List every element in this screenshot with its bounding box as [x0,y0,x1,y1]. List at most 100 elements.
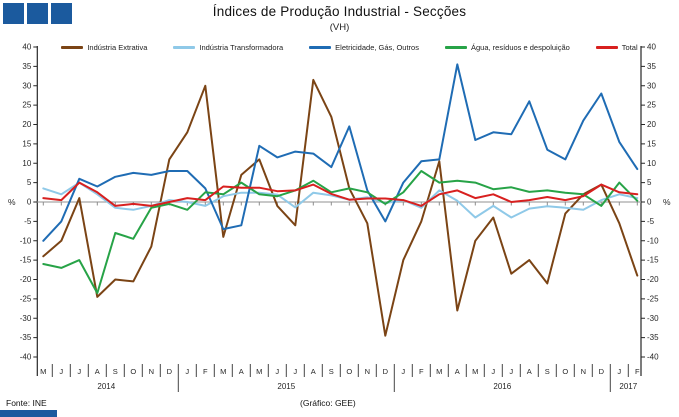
y-tick-label: 20 [647,120,656,129]
month-label: J [617,367,621,376]
y-tick-label: -5 [647,217,655,226]
y-tick-label: 25 [647,101,656,110]
y-tick-label: -20 [20,275,32,284]
month-label: M [40,367,46,376]
month-label: F [419,367,424,376]
legend-item: Indústria Transformadora [173,43,283,52]
legend: Indústria Extrativa Indústria Transformad… [60,43,639,52]
y-tick-label: 40 [647,43,656,52]
chart-subtitle: (VH) [329,22,350,33]
zero-line [37,201,641,206]
y-tick-label: -35 [20,333,32,342]
series-line--gua-res-duos-e-despolui-o [42,170,639,295]
y-tick-label: 5 [27,178,32,187]
y-tick-label: 40 [22,43,31,52]
month-label: D [599,367,605,376]
year-label: 2016 [493,382,511,391]
legend-item: Água, resíduos e despoluição [444,43,570,52]
y-tick-label: -15 [20,256,32,265]
y-tick-label: 15 [22,139,31,148]
month-label: D [167,367,173,376]
y-tick-label: 15 [647,139,656,148]
year-label: 2015 [277,382,295,391]
month-label: O [562,367,568,376]
legend-swatch-icon [309,46,332,49]
legend-label: Indústria Transformadora [199,43,284,52]
y-tick-label: -40 [647,353,659,362]
month-label: O [346,367,352,376]
month-label: S [329,367,334,376]
legend-swatch-icon [595,46,618,49]
year-label: 2017 [619,382,637,391]
month-label: J [293,367,297,376]
series-lines [42,63,639,337]
month-label: N [581,367,586,376]
bottom-accent-bar [0,410,57,417]
y-tick-label: 0 [647,198,652,207]
y-tick-label: 10 [647,159,656,168]
month-label: A [311,367,316,376]
legend-label: Indústria Extrativa [87,43,148,52]
y-tick-label: 30 [647,81,656,90]
month-label: S [545,367,550,376]
month-label: N [365,367,370,376]
month-label: J [77,367,81,376]
y-tick-label: 10 [22,159,31,168]
legend-label: Eletricidade, Gás, Outros [335,43,419,52]
logo-square [51,3,72,24]
y-tick-label: 0 [27,198,32,207]
y-tick-label: -30 [20,314,32,323]
year-label: 2014 [97,382,115,391]
y-tick-label: -30 [647,314,659,323]
credit-label: (Gráfico: GEE) [300,398,356,408]
logo-square [3,3,24,24]
y-axis: -40 -40 -35 -35 -30 -30 -25 -25 -20 -20 -15 -15 -10 -… [8,43,671,376]
month-label: A [239,367,244,376]
y-axis-unit-right: % [663,197,671,207]
y-tick-label: -15 [647,256,659,265]
month-label: J [185,367,189,376]
y-tick-label: -10 [647,236,659,245]
y-tick-label: -40 [20,353,32,362]
y-tick-label: 20 [22,120,31,129]
logo-squares [3,3,72,24]
y-tick-label: 35 [647,62,656,71]
month-label: F [203,367,208,376]
month-label: M [220,367,226,376]
month-label: A [95,367,100,376]
month-label: D [383,367,389,376]
month-label: J [491,367,495,376]
series-line-total [42,181,639,207]
y-tick-label: -25 [20,294,32,303]
source-label: Fonte: INE [6,398,47,408]
month-label: J [275,367,279,376]
x-axis: M J J A S O N D J F M A M J J A S O N D J F M A M J J A S O N D J F 2014 20… [40,364,640,392]
month-label: M [436,367,442,376]
month-label: J [509,367,513,376]
series-line-ind-stria-extrativa [42,78,639,337]
legend-swatch-icon [61,46,84,49]
month-label: F [635,367,640,376]
legend-item: Eletricidade, Gás, Outros [309,43,419,52]
month-label: J [59,367,63,376]
month-label: J [401,367,405,376]
chart-title: Índices de Produção Industrial - Secções [212,4,467,19]
series-line-ind-stria-transformadora [42,181,639,219]
series-line-eletricidade-g-s-outros [42,63,639,242]
legend-label: Total [621,43,638,52]
legend-item: Total [595,43,638,52]
y-tick-label: 30 [22,81,31,90]
month-label: O [130,367,136,376]
month-label: S [113,367,118,376]
y-tick-label: 5 [647,178,652,187]
logo-square [27,3,48,24]
y-tick-label: -20 [647,275,659,284]
month-label: A [455,367,460,376]
y-axis-unit-left: % [8,197,16,207]
legend-item: Indústria Extrativa [61,43,147,52]
y-tick-label: 25 [22,101,31,110]
legend-swatch-icon [173,46,196,49]
y-tick-label: -35 [647,333,659,342]
